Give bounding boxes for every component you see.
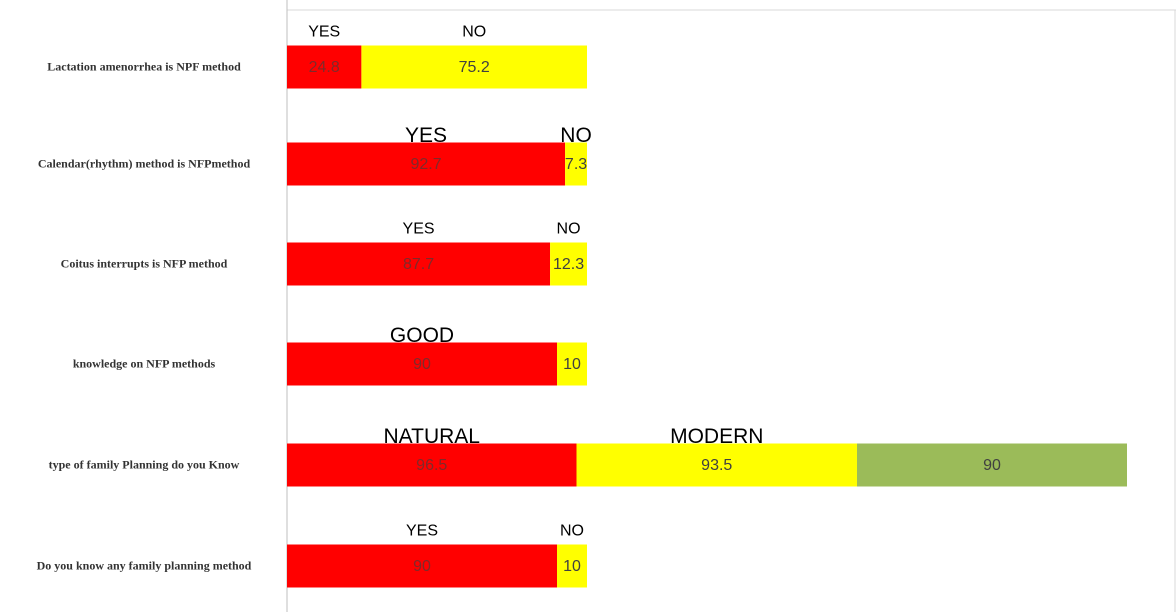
segment-label: NO [557,221,581,238]
value-label: 10 [563,356,581,373]
bar-segment [287,142,566,186]
value-label: 7.3 [565,156,587,173]
value-label: 92.7 [410,156,441,173]
bar-segment [565,142,587,186]
bar-segment [557,342,587,386]
value-label: 93.5 [701,457,732,474]
segment-label: NATURAL [384,425,480,448]
bar-segment [857,443,1127,487]
segment-label: NO [462,24,486,41]
category-label: Lactation amenorrhea is NPF method [47,59,241,74]
bar-segment [287,342,557,386]
bar-segment [287,45,362,89]
segment-label: YES [308,24,340,41]
bar-segment [287,242,551,286]
category-label: Coitus interrupts is NFP method [60,256,228,271]
segment-label: YES [406,523,438,540]
value-label: 10 [563,558,581,575]
value-label: 90 [983,457,1001,474]
segment-label: NO [560,124,592,147]
category-label: Do you know any family planning method [36,558,252,573]
value-label: 75.2 [459,59,490,76]
bar-segment [557,544,587,588]
bar-segment [361,45,587,89]
bar-segment [550,242,587,286]
segment-label: YES [403,221,435,238]
value-label: 12.3 [553,256,584,273]
bar-segment [576,443,857,487]
bar-segment [287,443,577,487]
segment-label: NO [560,523,584,540]
value-label: 90 [413,356,431,373]
segment-label: GOOD [390,324,454,347]
segment-label: YES [405,124,447,147]
value-label: 24.8 [309,59,340,76]
value-label: 90 [413,558,431,575]
category-label: Calendar(rhythm) method is NFPmethod [37,156,251,171]
segment-label: MODERN [670,425,763,448]
category-label: knowledge on NFP methods [72,356,216,371]
category-label: type of family Planning do you Know [48,457,240,472]
bar-segment [287,544,557,588]
value-label: 96.5 [416,457,447,474]
value-label: 87.7 [403,256,434,273]
